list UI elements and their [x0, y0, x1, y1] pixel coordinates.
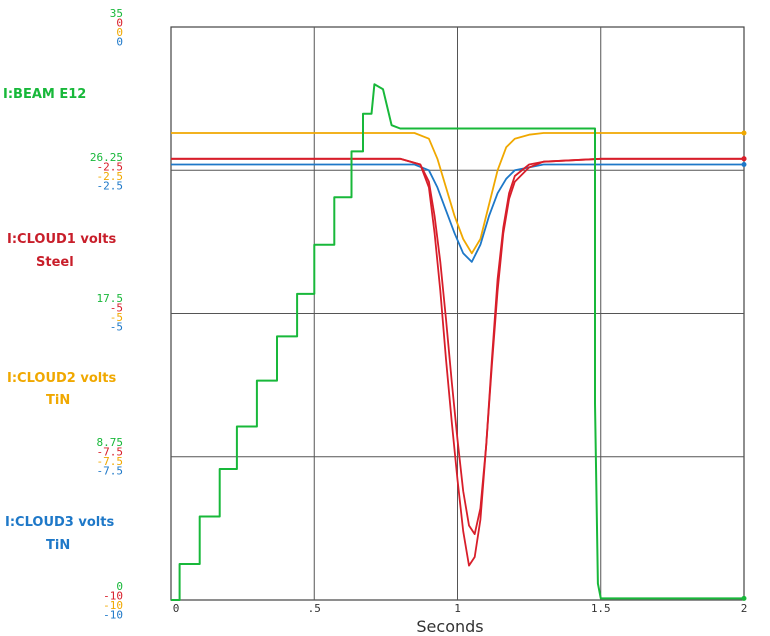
cloud3-series-sublabel: TiN — [46, 538, 70, 553]
cloud1-series-sublabel: Steel — [36, 255, 74, 270]
scale-label-cloud1: 0 — [116, 17, 123, 30]
series-endpoint-cloud2 — [741, 130, 747, 136]
x-tick-label: .5 — [308, 602, 321, 615]
series-endpoint-beam — [741, 595, 747, 601]
scale-label-beam: 0 — [116, 580, 123, 593]
series-labels: I:BEAM E12 I:CLOUD1 volts Steel I:CLOUD2… — [3, 87, 116, 553]
scale-label-cloud1: -2.5 — [97, 161, 124, 174]
cloud3-series-label: I:CLOUD3 volts — [5, 515, 114, 530]
scale-label-cloud1: -10 — [103, 590, 123, 603]
scale-label-cloud2: 0 — [116, 26, 123, 39]
series-line-cloud3 — [171, 163, 744, 263]
scale-label-cloud2: -2.5 — [97, 170, 124, 183]
scale-label-beam: 26.25 — [90, 151, 123, 164]
series-line-cloud1 — [171, 157, 744, 535]
scale-label-cloud1: -7.5 — [97, 446, 124, 459]
scale-label-beam: 17.5 — [97, 292, 124, 305]
scale-label-cloud3: 0 — [116, 36, 123, 49]
cloud1-series-label: I:CLOUD1 volts — [7, 232, 116, 247]
cloud2-series-sublabel: TiN — [46, 393, 70, 408]
scale-label-beam: 8.75 — [97, 436, 124, 449]
x-tick-label: 1.5 — [591, 602, 611, 615]
scale-label-cloud3: -2.5 — [97, 180, 124, 193]
scale-label-cloud2: -7.5 — [97, 455, 124, 468]
scale-label-cloud1: -5 — [110, 302, 123, 315]
scale-labels: 3500026.25-2.5-2.5-2.517.5-5-5-58.75-7.5… — [90, 7, 123, 622]
x-tick-labels: 0 .5 1 1.5 2 — [173, 602, 748, 615]
series-endpoint-cloud1 — [741, 156, 747, 162]
beam-series-label: I:BEAM E12 — [3, 87, 86, 102]
series-endpoint-cloud3 — [741, 162, 747, 168]
scale-label-cloud2: -10 — [103, 599, 123, 612]
series-line-cloud1 — [171, 157, 744, 567]
series-line-beam — [171, 83, 744, 601]
scale-label-cloud3: -7.5 — [97, 465, 124, 478]
scale-label-cloud3: -5 — [110, 321, 123, 334]
scale-label-cloud3: -10 — [103, 609, 123, 622]
x-tick-label: 0 — [173, 602, 180, 615]
cloud2-series-label: I:CLOUD2 volts — [7, 371, 116, 386]
scale-label-beam: 35 — [110, 7, 123, 20]
scale-label-cloud2: -5 — [110, 311, 123, 324]
x-axis-title: Seconds — [416, 617, 483, 636]
x-tick-label: 2 — [741, 602, 748, 615]
series-line-cloud2 — [171, 132, 744, 255]
x-tick-label: 1 — [454, 602, 461, 615]
traces — [171, 83, 747, 601]
grid-lines — [171, 27, 744, 600]
